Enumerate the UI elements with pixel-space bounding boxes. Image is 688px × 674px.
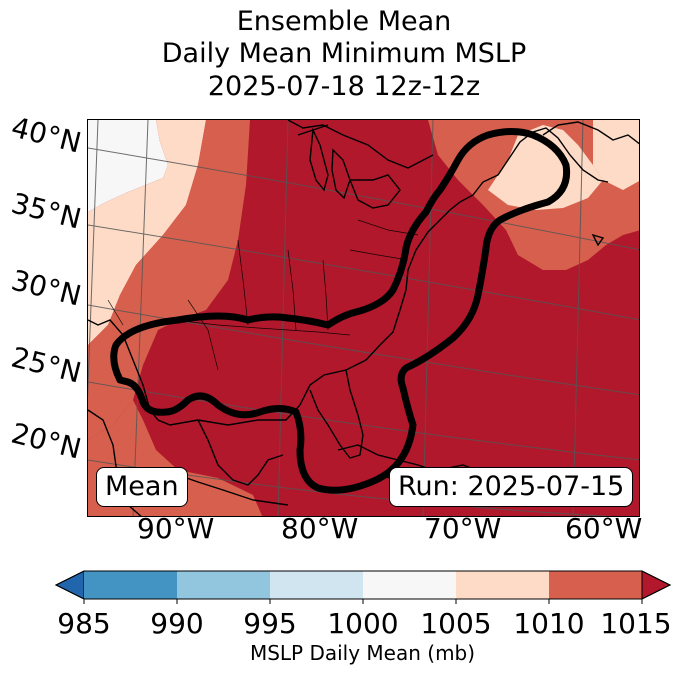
title-line-3: 2025-07-18 12z-12z — [207, 71, 481, 102]
colorbar-swatch-2 — [177, 571, 270, 599]
lon-label-70w: 70°W — [424, 512, 502, 545]
colorbar-extend-low — [54, 570, 85, 600]
pressure-region-1005-east — [593, 120, 639, 190]
lon-label-60w: 60°W — [565, 512, 643, 545]
colorbar-swatch-3 — [270, 571, 363, 599]
pressure-region-1010-west — [88, 120, 250, 440]
pressure-region-1005 — [88, 120, 206, 345]
colorbar-tick-995: 995 — [243, 607, 297, 640]
lat-label-40n: 40°N — [8, 110, 85, 160]
map-panel — [87, 119, 640, 517]
annotation-mean: Mean — [96, 467, 188, 507]
lat-label-25n: 25°N — [8, 340, 85, 390]
title-line-1: Ensemble Mean — [236, 6, 452, 37]
colorbar-tick-1005: 1005 — [420, 607, 492, 640]
annotation-run-date: Run: 2025-07-15 — [389, 467, 634, 507]
colorbar-tick-985: 985 — [57, 607, 111, 640]
colorbar-extend-high — [641, 570, 672, 600]
map-canvas — [88, 120, 639, 516]
state-borders — [107, 219, 419, 371]
colorbar-outline — [54, 570, 672, 600]
lat-label-20n: 20°N — [8, 416, 85, 466]
colorbar-swatch-5 — [456, 571, 549, 599]
colorbar-tick-990: 990 — [150, 607, 204, 640]
colorbar-tick-1000: 1000 — [327, 607, 399, 640]
lon-label-80w: 80°W — [281, 512, 359, 545]
colorbar-swatch-4 — [363, 571, 456, 599]
colorbar-swatch-6 — [549, 571, 642, 599]
lat-label-35n: 35°N — [8, 186, 85, 236]
colorbar-swatch-1 — [84, 571, 177, 599]
lat-label-30n: 30°N — [8, 263, 85, 313]
colorbar-tick-1015: 1015 — [600, 607, 672, 640]
colorbar-label: MSLP Daily Mean (mb) — [249, 641, 476, 665]
ensemble-contour — [110, 128, 571, 494]
pressure-region-1000 — [88, 120, 168, 212]
colorbar-tick-1010: 1010 — [513, 607, 585, 640]
lon-label-90w: 90°W — [137, 512, 215, 545]
title-line-2: Daily Mean Minimum MSLP — [161, 38, 527, 69]
